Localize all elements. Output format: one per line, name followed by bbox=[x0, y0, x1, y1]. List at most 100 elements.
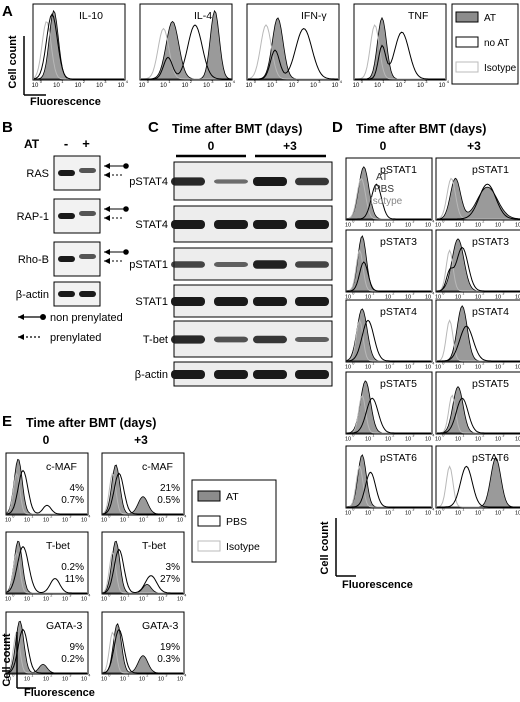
tick-label: 10 bbox=[385, 437, 391, 443]
histogram-title: c-MAF bbox=[46, 461, 77, 473]
panel-letter-d: D bbox=[332, 119, 343, 136]
histogram-frame bbox=[246, 3, 340, 81]
histogram-title: pSTAT6 bbox=[472, 452, 509, 464]
blot-band bbox=[295, 261, 329, 268]
tick-exponent: 3 bbox=[412, 292, 414, 296]
histogram-title: pSTAT5 bbox=[380, 378, 417, 390]
inline-label-isotype: Isotype bbox=[370, 196, 403, 207]
panel-d-title: Time after BMT (days) bbox=[356, 122, 486, 136]
panel-b-key: non prenylated prenylated bbox=[18, 312, 123, 344]
histogram-control-line bbox=[102, 628, 183, 674]
tick-exponent: 1 bbox=[462, 362, 464, 366]
tick-exponent: 1 bbox=[31, 674, 33, 678]
percent-upper: 9% bbox=[70, 642, 85, 653]
percent-upper: 3% bbox=[166, 562, 181, 573]
tick-exponent: 2 bbox=[146, 515, 148, 519]
tick-exponent: 2 bbox=[50, 674, 52, 678]
histogram-control-line bbox=[437, 465, 520, 508]
tick-label: 10 bbox=[435, 437, 441, 443]
panel-a-legend: AT no AT Isotype bbox=[451, 3, 519, 85]
blot-band bbox=[253, 370, 287, 379]
tick-exponent: 4 bbox=[447, 79, 450, 84]
tick-label: 10 bbox=[62, 677, 68, 683]
tick-exponent: 2 bbox=[482, 434, 484, 438]
tick-exponent: 0 bbox=[442, 434, 444, 438]
histogram-control-line bbox=[102, 548, 183, 594]
panel-a-x-axis-label: Fluorescence bbox=[30, 96, 101, 108]
tick-exponent: 0 bbox=[108, 594, 110, 598]
blot-band bbox=[171, 297, 205, 306]
tick-label: 10 bbox=[495, 437, 501, 443]
tick-exponent: 2 bbox=[297, 79, 299, 84]
histogram-control-line bbox=[437, 325, 520, 362]
tick-label: 10 bbox=[475, 511, 481, 517]
tick-exponent: 2 bbox=[392, 434, 394, 438]
panel-d-time-3: +3 bbox=[467, 139, 481, 153]
tick-exponent: 1 bbox=[127, 515, 129, 519]
tick-exponent: 2 bbox=[392, 292, 394, 296]
legend-swatch-isotype bbox=[197, 540, 221, 552]
tick-exponent: 0 bbox=[12, 674, 14, 678]
tick-exponent: 1 bbox=[372, 508, 374, 512]
histogram-title: pSTAT4 bbox=[472, 306, 509, 318]
legend-label-isotype: Isotype bbox=[226, 541, 260, 553]
blot-label: T-bet bbox=[143, 334, 168, 346]
tick-label: 10 bbox=[425, 511, 431, 517]
panel-e-title: Time after BMT (days) bbox=[26, 416, 156, 430]
tick-label: 10 bbox=[405, 223, 411, 229]
legend-label-at: AT bbox=[226, 491, 239, 503]
tick-exponent: 4 bbox=[432, 220, 434, 224]
blot-band bbox=[253, 177, 287, 186]
blot-band bbox=[214, 220, 248, 229]
panel-b-row-1: RAP-1 bbox=[17, 198, 129, 234]
key-arrowhead-2 bbox=[18, 334, 24, 340]
tick-exponent: 3 bbox=[165, 515, 167, 519]
tick-exponent: 0 bbox=[352, 220, 354, 224]
tick-label: 10 bbox=[182, 83, 189, 89]
tick-label: 10 bbox=[177, 518, 183, 524]
panel-b: B AT - + RAS RAP-1 Rho-B β-actin non prenyl… bbox=[2, 119, 129, 344]
tick-exponent: 0 bbox=[361, 79, 364, 84]
tick-label: 10 bbox=[385, 511, 391, 517]
legend-swatch-at bbox=[455, 11, 479, 23]
tick-exponent: 3 bbox=[425, 79, 427, 84]
tick-label: 10 bbox=[495, 295, 501, 301]
arrow-dot bbox=[123, 163, 129, 169]
blot-label: STAT1 bbox=[135, 296, 168, 308]
tick-label: 10 bbox=[158, 597, 164, 603]
tick-exponent: 2 bbox=[83, 79, 85, 84]
tick-exponent: 3 bbox=[502, 434, 504, 438]
tick-exponent: 2 bbox=[482, 220, 484, 224]
tick-label: 10 bbox=[405, 511, 411, 517]
tick-label: 10 bbox=[435, 511, 441, 517]
arrowhead bbox=[104, 163, 110, 169]
tick-label: 10 bbox=[62, 518, 68, 524]
tick-exponent: 1 bbox=[462, 292, 464, 296]
tick-label: 10 bbox=[139, 518, 145, 524]
panel-d: D Time after BMT (days) 0 +3 10010110210… bbox=[319, 119, 520, 591]
blot-band-minus bbox=[58, 256, 75, 262]
tick-exponent: 4 bbox=[184, 674, 186, 678]
panel-d-time-0: 0 bbox=[380, 139, 387, 153]
tick-label: 10 bbox=[495, 511, 501, 517]
tick-label: 10 bbox=[425, 437, 431, 443]
tick-exponent: 1 bbox=[127, 594, 129, 598]
tick-exponent: 3 bbox=[165, 594, 167, 598]
panel-b-header: AT bbox=[24, 137, 40, 151]
key-label-prenylated: prenylated bbox=[50, 332, 101, 344]
histogram-isotype-line bbox=[141, 27, 231, 80]
tick-exponent: 1 bbox=[462, 508, 464, 512]
tick-label: 10 bbox=[345, 437, 351, 443]
tick-exponent: 0 bbox=[12, 515, 14, 519]
tick-label: 10 bbox=[24, 597, 30, 603]
histogram-control-line bbox=[347, 471, 431, 508]
panel-c-row-2: pSTAT1 bbox=[129, 247, 333, 281]
blot-band-plus bbox=[79, 254, 96, 259]
